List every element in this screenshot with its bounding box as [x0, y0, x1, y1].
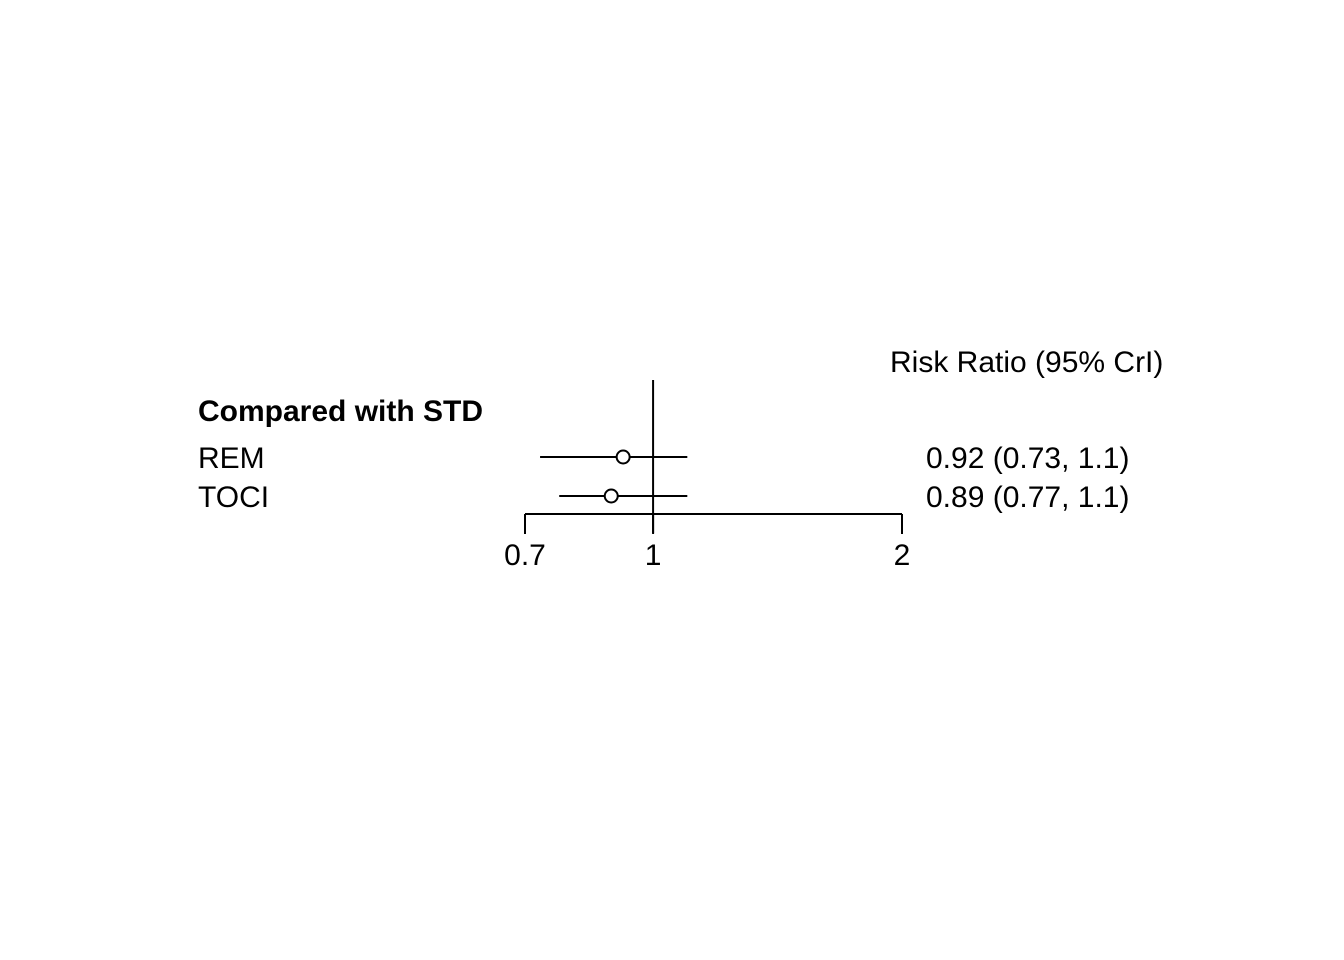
- x-axis: 0.7 1 2: [504, 513, 911, 572]
- row-value-text: 0.92 (0.73, 1.1): [926, 442, 1129, 475]
- forest-row: TOCI 0.89 (0.77, 1.1): [198, 481, 1129, 514]
- point-estimate: [615, 449, 631, 465]
- tick-label: 2: [894, 539, 911, 572]
- header-label: Risk Ratio (95% CrI): [890, 346, 1163, 379]
- forest-row: REM 0.92 (0.73, 1.1): [198, 442, 1129, 475]
- row-label: REM: [198, 442, 265, 475]
- row-value-text: 0.89 (0.77, 1.1): [926, 481, 1129, 514]
- tick-label: 0.7: [504, 539, 546, 572]
- row-label: TOCI: [198, 481, 269, 514]
- rows-layer: REM 0.92 (0.73, 1.1) TOCI 0.89 (0.77, 1.1): [198, 442, 1129, 514]
- point-estimate: [603, 488, 619, 504]
- tick-label: 1: [645, 539, 662, 572]
- group-label: Compared with STD: [198, 395, 483, 428]
